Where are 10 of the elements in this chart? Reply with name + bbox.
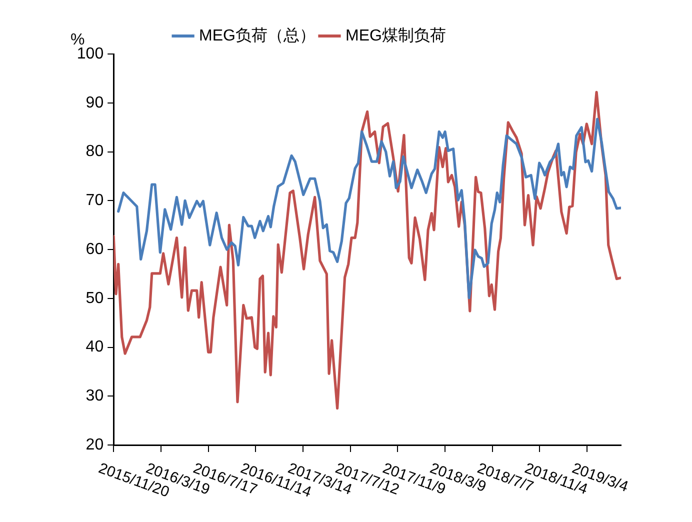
y-tick-label: 80	[86, 143, 104, 160]
y-tick-label: 60	[86, 240, 104, 258]
legend-label: MEG负荷（总）	[199, 26, 316, 44]
legend-label: MEG煤制负荷	[346, 26, 446, 44]
y-tick-label: 90	[86, 94, 104, 112]
y-tick-label: 50	[86, 290, 104, 307]
y-tick-label: 70	[86, 192, 104, 210]
y-tick-label: 30	[86, 388, 104, 405]
y-tick-label: 20	[86, 436, 104, 454]
y-tick-label: 40	[86, 338, 104, 356]
